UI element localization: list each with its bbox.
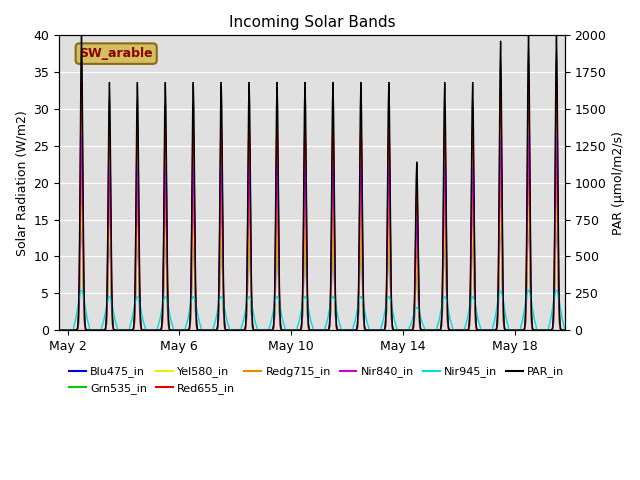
Y-axis label: Solar Radiation (W/m2): Solar Radiation (W/m2) bbox=[15, 110, 28, 256]
Title: Incoming Solar Bands: Incoming Solar Bands bbox=[228, 15, 396, 30]
Text: SW_arable: SW_arable bbox=[79, 47, 153, 60]
Legend: Blu475_in, Grn535_in, Yel580_in, Red655_in, Redg715_in, Nir840_in, Nir945_in, PA: Blu475_in, Grn535_in, Yel580_in, Red655_… bbox=[65, 362, 569, 398]
Y-axis label: PAR (μmol/m2/s): PAR (μmol/m2/s) bbox=[612, 131, 625, 235]
